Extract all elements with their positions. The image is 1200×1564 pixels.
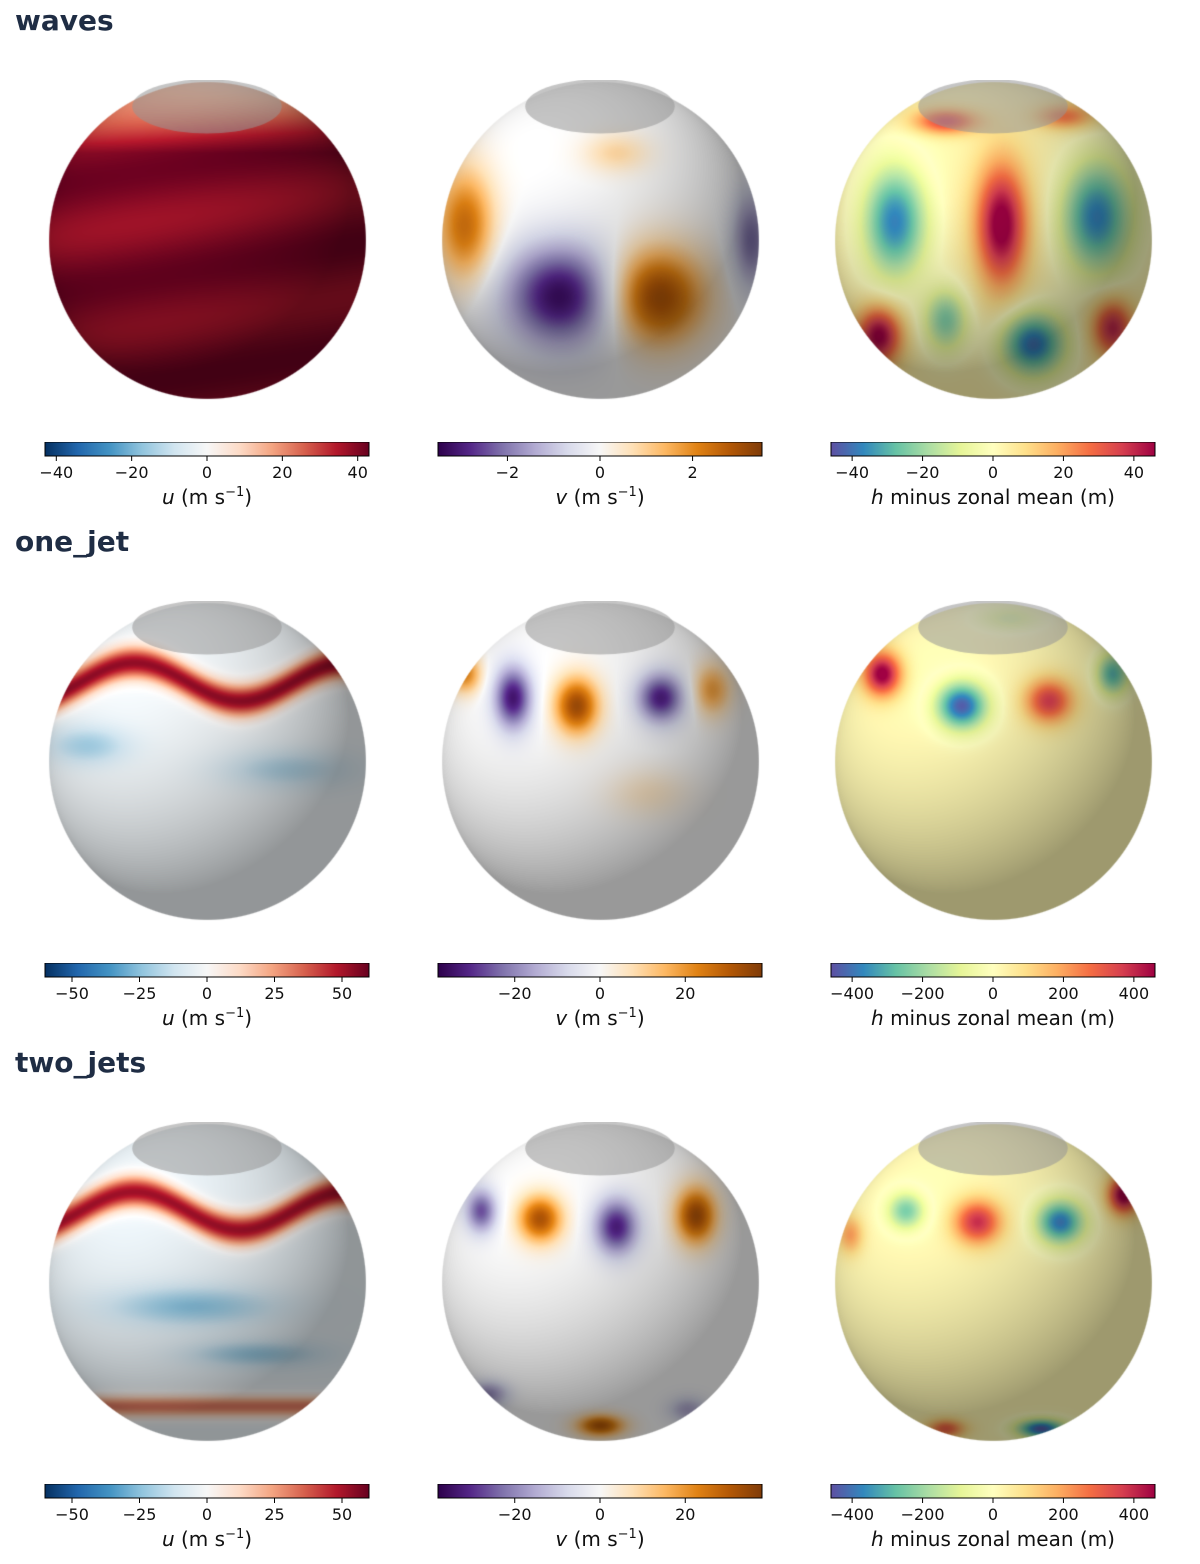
section-title-one-jet: one_jet <box>15 525 130 558</box>
colorbar-tick-label: 0 <box>202 984 212 1003</box>
colorbar-two-jets-v: −20 0 20 v (m s−1) <box>437 1484 763 1551</box>
colorbar-tick-label: −20 <box>115 463 149 482</box>
colorbar-tick-label: 20 <box>1053 463 1073 482</box>
sphere-one-jet-h <box>833 601 1153 921</box>
colorbar-waves-h: −40 −20 0 20 40 h minus zonal mean (m) <box>830 442 1156 509</box>
colorbar-tick-label: 25 <box>264 1505 284 1524</box>
colorbar-label: h minus zonal mean (m) <box>871 485 1115 509</box>
colorbar-tick-label: 0 <box>202 463 212 482</box>
colorbar-tick-label: −200 <box>901 1505 945 1524</box>
colorbar-tick-label: 20 <box>272 463 292 482</box>
colorbar-tick-label: −40 <box>39 463 73 482</box>
colorbar-tick-label: 200 <box>1048 1505 1079 1524</box>
sphere-waves-h <box>833 80 1153 400</box>
section-title-waves: waves <box>15 4 114 37</box>
colorbar-tick-label: 0 <box>988 463 998 482</box>
colorbar-tick-label: −50 <box>55 984 89 1003</box>
colorbar-gradient <box>437 1484 763 1499</box>
sphere-one-jet-u <box>47 601 367 921</box>
colorbar-tick-label: 50 <box>332 984 352 1003</box>
colorbar-label: v (m s−1) <box>555 1527 644 1551</box>
colorbar-one-jet-v: −20 0 20 v (m s−1) <box>437 963 763 1030</box>
colorbar-label: u (m s−1) <box>162 485 252 509</box>
colorbar-waves-v: −2 0 2 v (m s−1) <box>437 442 763 509</box>
colorbar-tick-label: −400 <box>830 1505 874 1524</box>
sphere-two-jets-v <box>440 1122 760 1442</box>
colorbar-tick-label: 25 <box>264 984 284 1003</box>
colorbar-tick-label: 400 <box>1119 984 1150 1003</box>
colorbar-tick-label: −50 <box>55 1505 89 1524</box>
colorbar-tick-label: 40 <box>348 463 368 482</box>
colorbar-tick-label: −2 <box>496 463 520 482</box>
colorbar-label: u (m s−1) <box>162 1006 252 1030</box>
colorbar-tick-label: 40 <box>1124 463 1144 482</box>
colorbar-tick-label: −20 <box>498 1505 532 1524</box>
colorbar-tick-label: −200 <box>901 984 945 1003</box>
colorbar-gradient <box>830 442 1156 457</box>
sphere-waves-v <box>440 80 760 400</box>
colorbar-tick-label: 0 <box>988 1505 998 1524</box>
section-title-two-jets: two_jets <box>15 1046 147 1079</box>
sphere-two-jets-u <box>47 1122 367 1442</box>
colorbar-one-jet-u: −50 −25 0 25 50 u (m s−1) <box>44 963 370 1030</box>
colorbar-gradient <box>44 963 370 978</box>
colorbar-tick-label: 0 <box>595 463 605 482</box>
sphere-one-jet-v <box>440 601 760 921</box>
colorbar-tick-label: 20 <box>675 1505 695 1524</box>
colorbar-label: v (m s−1) <box>555 485 644 509</box>
colorbar-label: v (m s−1) <box>555 1006 644 1030</box>
colorbar-tick-label: 0 <box>595 984 605 1003</box>
colorbar-gradient <box>437 442 763 457</box>
colorbar-tick-label: 2 <box>687 463 697 482</box>
colorbar-gradient <box>830 963 1156 978</box>
colorbar-label: u (m s−1) <box>162 1527 252 1551</box>
sphere-waves-u <box>47 80 367 400</box>
colorbar-tick-label: 20 <box>675 984 695 1003</box>
colorbar-tick-label: −40 <box>835 463 869 482</box>
colorbar-waves-u: −40 −20 0 20 40 u (m s−1) <box>39 442 370 509</box>
colorbar-label: h minus zonal mean (m) <box>871 1006 1115 1030</box>
colorbar-tick-label: 200 <box>1048 984 1079 1003</box>
colorbar-tick-label: −20 <box>906 463 940 482</box>
colorbar-gradient <box>437 963 763 978</box>
colorbar-two-jets-u: −50 −25 0 25 50 u (m s−1) <box>44 1484 370 1551</box>
colorbar-gradient <box>830 1484 1156 1499</box>
colorbar-tick-label: 0 <box>988 984 998 1003</box>
colorbar-tick-label: −25 <box>123 984 157 1003</box>
colorbar-gradient <box>44 442 370 457</box>
colorbar-tick-label: 0 <box>595 1505 605 1524</box>
colorbar-tick-label: 400 <box>1119 1505 1150 1524</box>
sphere-two-jets-h <box>833 1122 1153 1442</box>
colorbar-gradient <box>44 1484 370 1499</box>
colorbar-tick-label: −25 <box>123 1505 157 1524</box>
colorbar-tick-label: 50 <box>332 1505 352 1524</box>
colorbar-label: h minus zonal mean (m) <box>871 1527 1115 1551</box>
colorbar-tick-label: −400 <box>830 984 874 1003</box>
colorbar-tick-label: 0 <box>202 1505 212 1524</box>
colorbar-tick-label: −20 <box>498 984 532 1003</box>
